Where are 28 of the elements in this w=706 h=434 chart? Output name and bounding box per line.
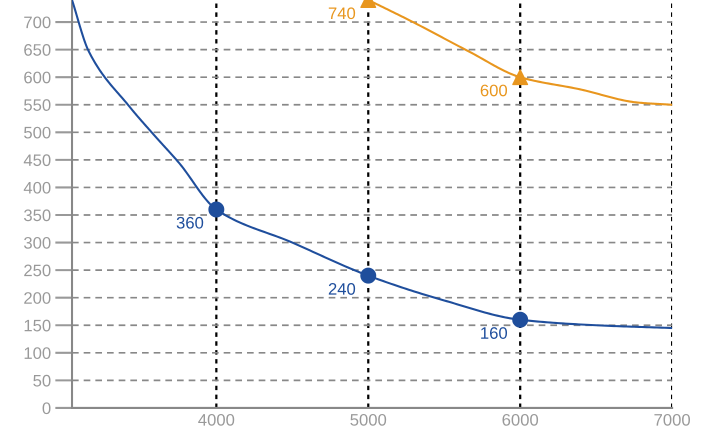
data-label: 600 (480, 84, 508, 96)
x-tick-label: 5000 (350, 414, 386, 426)
y-tick-label: 300 (24, 236, 51, 249)
y-tick-label: 200 (24, 292, 51, 304)
y-tick-label: 650 (24, 44, 51, 56)
y-tick-label: 350 (24, 209, 51, 222)
point (208, 202, 224, 218)
y-tick-label: 550 (24, 99, 51, 111)
y-tick-label: 600 (24, 72, 51, 84)
data-label: 240 (328, 283, 356, 295)
y-tick-label: 250 (24, 264, 51, 276)
y-tick-label: 450 (24, 154, 51, 166)
y-tick-label: 100 (24, 347, 51, 360)
data-label: 740 (328, 7, 356, 20)
y-tick-label: 50 (33, 374, 51, 387)
x-tick-label: 4000 (198, 414, 234, 426)
point (512, 69, 528, 86)
y-tick-label: 150 (24, 320, 51, 332)
x-tick-label: 7000 (654, 414, 690, 426)
point (360, 268, 376, 284)
point (512, 312, 528, 328)
y-tick-label: 500 (24, 126, 51, 139)
data-label: 160 (481, 327, 508, 339)
y-tick-label: 0 (42, 402, 51, 414)
data-label: 360 (176, 216, 204, 229)
y-tick-label: 400 (24, 182, 51, 194)
x-tick-label: 6000 (502, 414, 538, 426)
y-tick-label: 700 (24, 16, 51, 28)
